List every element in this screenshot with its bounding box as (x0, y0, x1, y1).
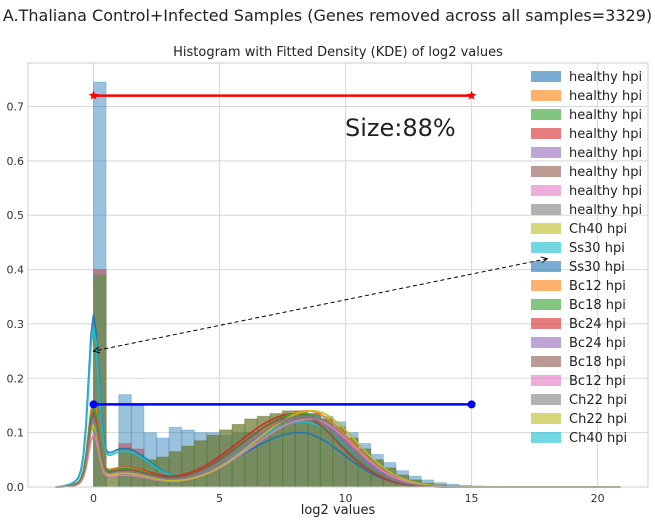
legend-swatch (531, 432, 561, 443)
legend-swatch (531, 71, 561, 82)
legend-label: healthy hpi (569, 165, 642, 180)
legend-swatch (531, 166, 561, 177)
legend-label: Ss30 hpi (569, 260, 625, 275)
red-max-line-marker (88, 90, 99, 100)
legend-swatch (531, 356, 561, 367)
y-tick-label: 0.5 (7, 209, 25, 222)
legend-label: healthy hpi (569, 203, 642, 218)
legend-swatch (531, 242, 561, 253)
legend-label: Bc24 hpi (569, 317, 626, 332)
legend-label: Bc12 hpi (569, 279, 626, 294)
axes: 0 5 10 15 20 0.0 0.1 0.2 0.3 0.4 0.5 0.6 0.7 (7, 62, 649, 505)
red-max-line-marker (466, 90, 477, 100)
legend-swatch (531, 185, 561, 196)
legend-label: Bc18 hpi (569, 355, 626, 370)
legend-swatch (531, 90, 561, 101)
plot-frame (27, 62, 649, 488)
legend-label: Bc12 hpi (569, 374, 626, 389)
legend-label: healthy hpi (569, 108, 642, 123)
y-tick-label: 0.1 (7, 427, 25, 440)
legend-label: Ss30 hpi (569, 241, 625, 256)
legend-swatch (531, 223, 561, 234)
legend-label: Ch40 hpi (569, 431, 627, 446)
blue-ref-line-marker (467, 400, 476, 409)
legend-label: healthy hpi (569, 146, 642, 161)
size-annotation: Size:88% (345, 114, 456, 142)
x-tick-label: 5 (216, 492, 223, 505)
histogram-bars (93, 81, 510, 488)
chart-title: Histogram with Fitted Density (KDE) of l… (173, 45, 503, 60)
reference-lines (88, 90, 548, 409)
legend-swatch (531, 261, 561, 272)
legend-swatch (531, 109, 561, 120)
y-tick-label: 0.7 (7, 100, 25, 113)
legend-label: healthy hpi (569, 70, 642, 85)
blue-ref-line-marker (89, 400, 98, 409)
y-tick-label: 0.4 (7, 264, 25, 277)
legend-swatch (531, 318, 561, 329)
legend-label: Bc18 hpi (569, 298, 626, 313)
legend-label: healthy hpi (569, 184, 642, 199)
x-tick-label: 20 (591, 492, 605, 505)
legend-label: Bc24 hpi (569, 336, 626, 351)
legend-swatch (531, 128, 561, 139)
figure-suptitle: A.Thaliana Control+Infected Samples (Gen… (2, 6, 653, 25)
legend-label: healthy hpi (569, 89, 642, 104)
y-tick-label: 0.3 (7, 318, 25, 331)
y-tick-label: 0.2 (7, 372, 25, 385)
legend-swatch (531, 147, 561, 158)
legend-label: Ch22 hpi (569, 393, 627, 408)
x-tick-label: 10 (339, 492, 353, 505)
x-tick-label: 15 (465, 492, 479, 505)
legend-label: healthy hpi (569, 127, 642, 142)
histogram-bar (105, 475, 120, 488)
annotation-arrow (94, 259, 548, 351)
y-tick-label: 0.6 (7, 155, 25, 168)
legend-swatch (531, 394, 561, 405)
legend-swatch (531, 413, 561, 424)
x-axis-label: log2 values (301, 503, 376, 518)
legend-label: Ch40 hpi (569, 222, 627, 237)
y-tick-label: 0.0 (7, 481, 25, 494)
legend-swatch (531, 299, 561, 310)
legend-label: Ch22 hpi (569, 412, 627, 427)
legend-swatch (531, 375, 561, 386)
legend-swatch (531, 280, 561, 291)
histogram-bar (193, 440, 208, 488)
legend-swatch (531, 204, 561, 215)
legend: healthy hpi healthy hpi healthy hpi healthy… (531, 70, 642, 446)
x-tick-label: 0 (90, 492, 97, 505)
legend-swatch (531, 337, 561, 348)
